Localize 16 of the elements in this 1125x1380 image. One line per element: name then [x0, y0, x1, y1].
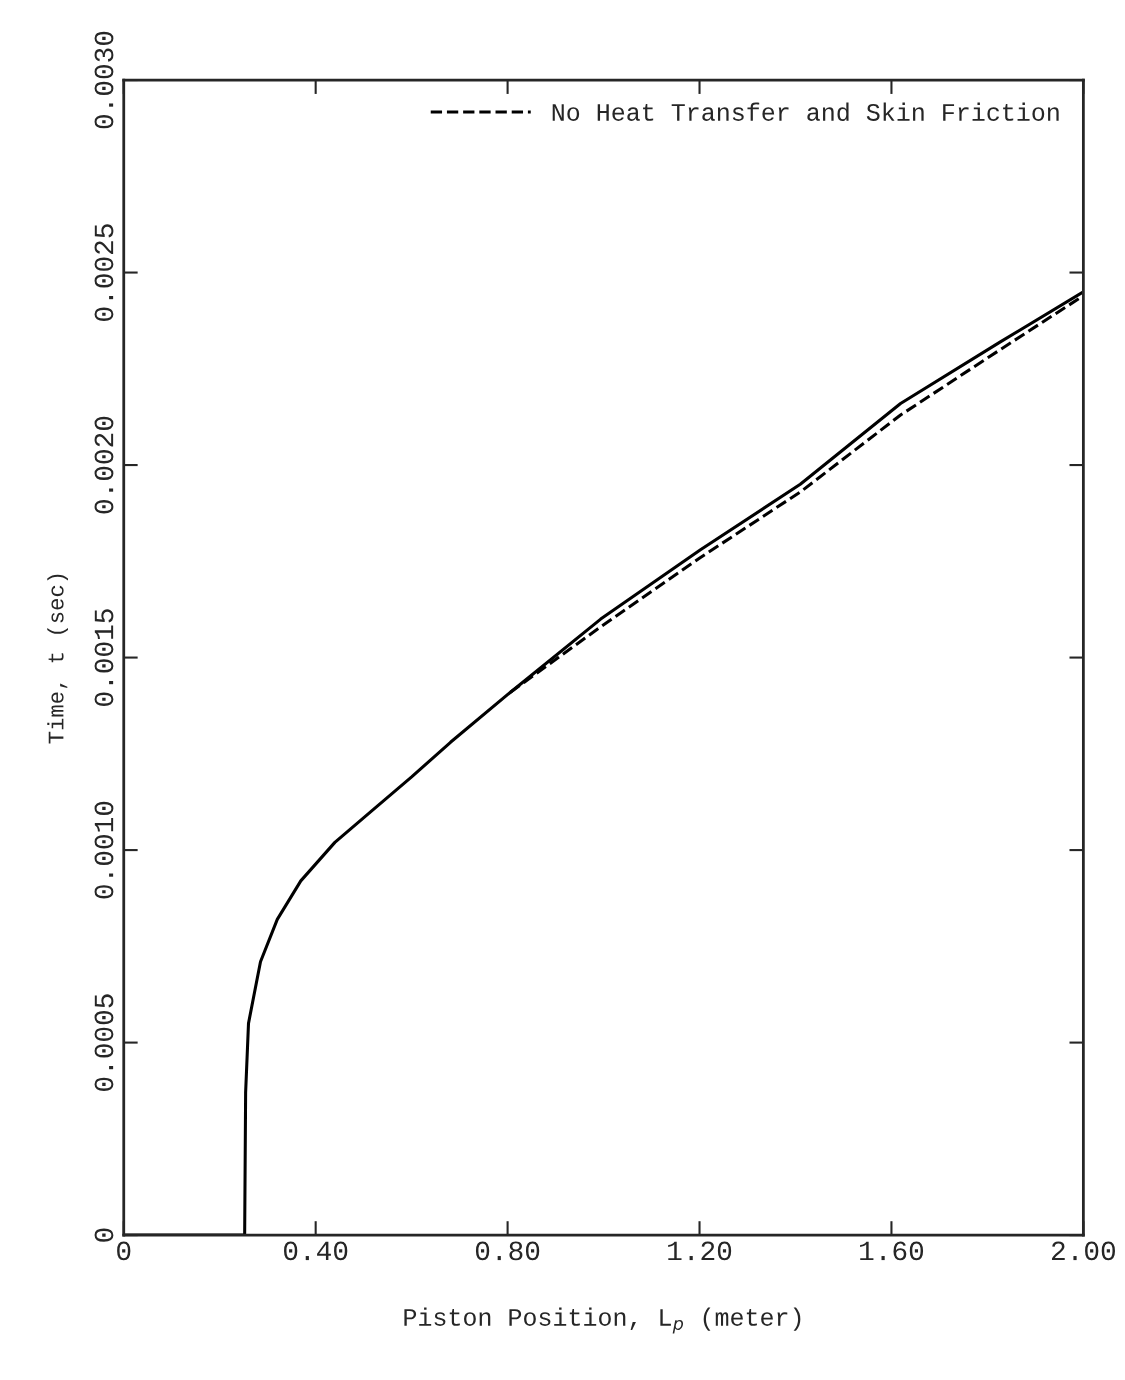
x-tick-label: 0: [117, 1241, 131, 1261]
x-tick-label: 0.40: [284, 1241, 348, 1261]
y-tick-label: 0.0015: [94, 609, 114, 706]
x-tick-label: 1.20: [668, 1241, 732, 1261]
legend-label: No Heat Transfer and Skin Friction: [552, 102, 1059, 121]
x-tick-label: 2.00: [1051, 1241, 1115, 1261]
y-tick-label: 0.0020: [94, 416, 114, 514]
x-tick-label: 1.60: [860, 1241, 924, 1261]
y-tick-label: 0.0025: [94, 224, 114, 321]
x-tick-label: 0.80: [475, 1241, 540, 1261]
y-tick-label: 0.0030: [94, 31, 114, 129]
y-tick-label: 0: [94, 1228, 114, 1242]
x-axis-title: Piston Position, L$_{p}$ (meter): [404, 1307, 801, 1334]
y-tick-label: 0.0010: [94, 801, 114, 899]
y-axis-title: Time, t (sec): [47, 574, 68, 744]
y-tick-label: 0.0005: [94, 994, 114, 1091]
